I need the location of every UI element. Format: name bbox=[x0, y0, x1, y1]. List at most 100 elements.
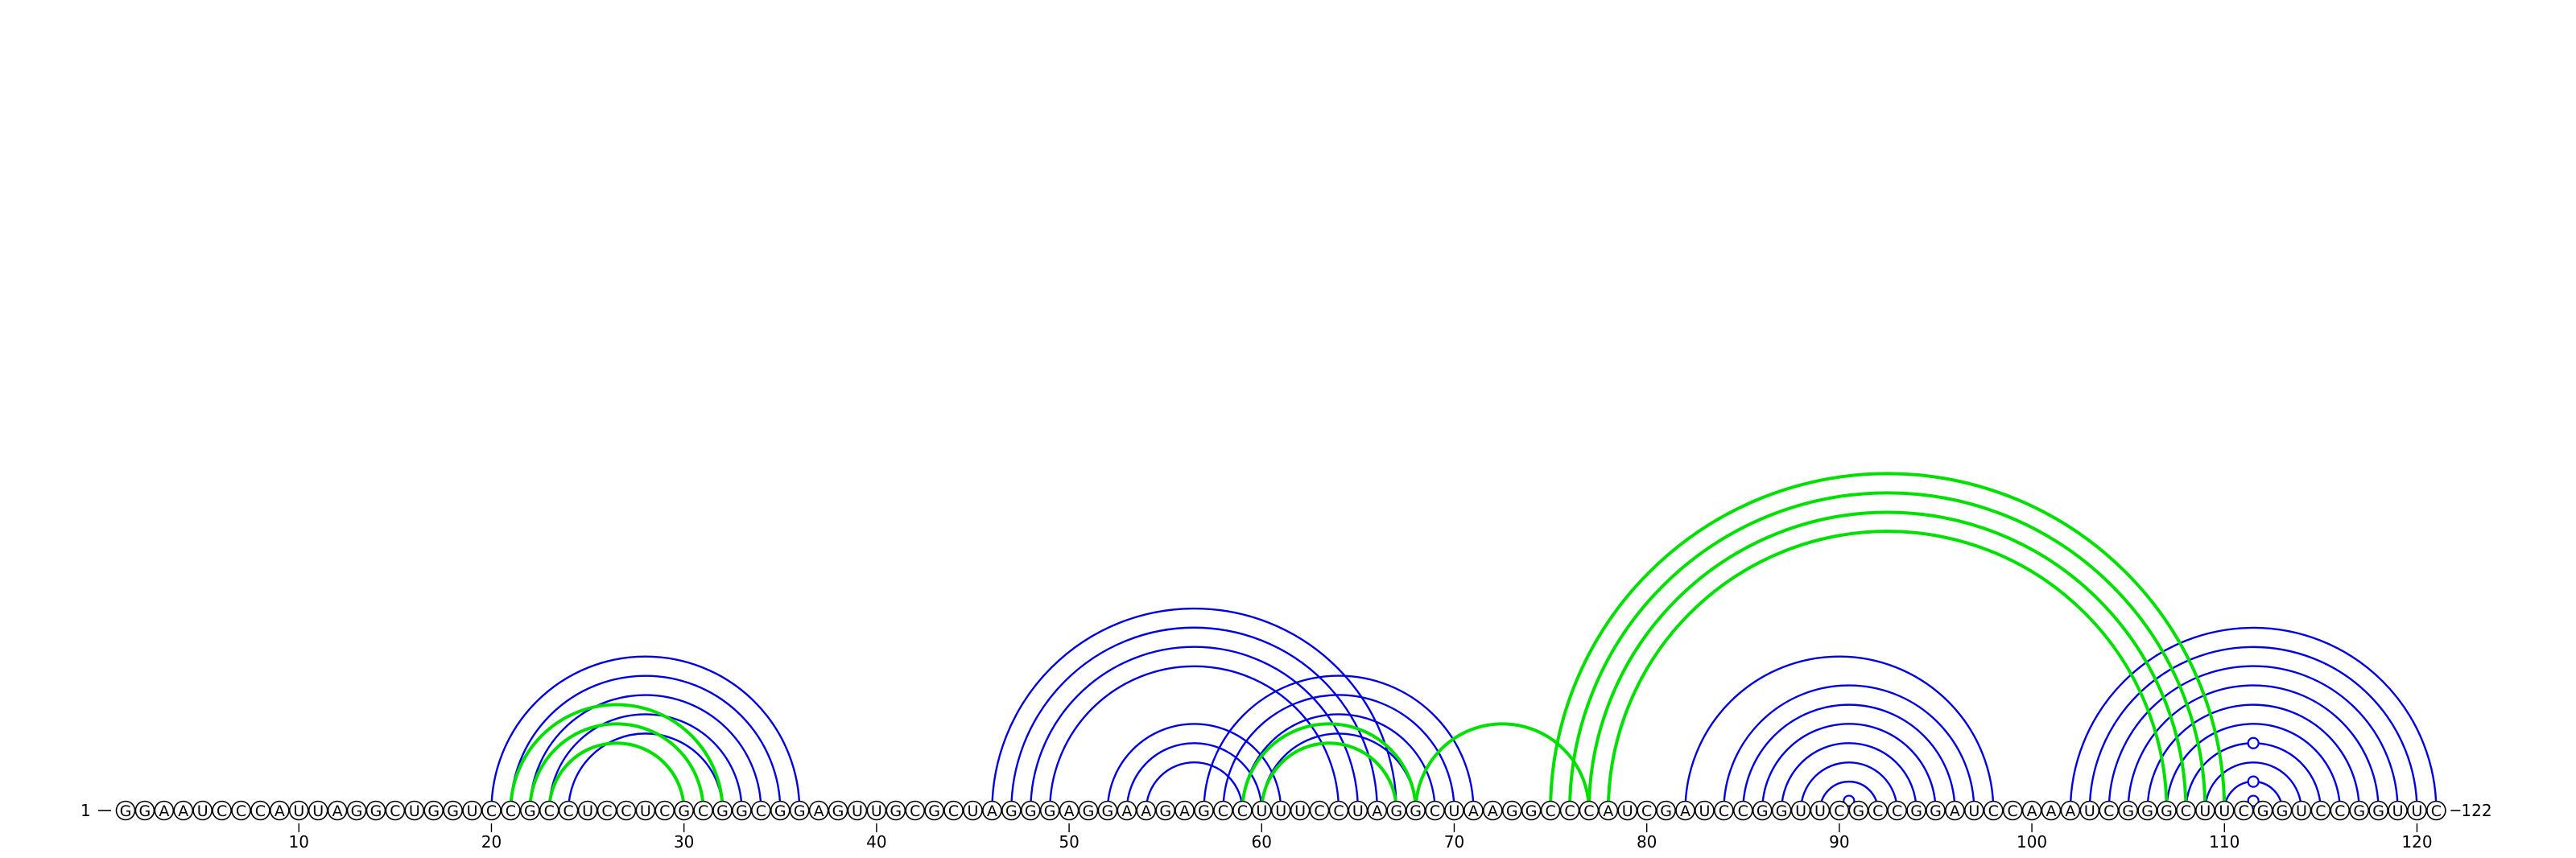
nucleotide-circle bbox=[886, 800, 906, 821]
nucleotide: G bbox=[2118, 800, 2138, 821]
nucleotide-letter: C bbox=[1333, 802, 1344, 820]
nucleotide: A bbox=[2060, 800, 2081, 821]
nucleotide-circle bbox=[751, 800, 771, 821]
nucleotide-circle bbox=[1078, 800, 1099, 821]
nucleotide-letter: C bbox=[948, 802, 959, 820]
nucleotide-circle bbox=[1117, 800, 1137, 821]
nucleotide: U bbox=[866, 800, 887, 821]
nucleotide: G bbox=[1926, 800, 1946, 821]
nucleotide: A bbox=[1463, 800, 1484, 821]
nucleotide-letter: G bbox=[1660, 802, 1672, 820]
nucleotide: A bbox=[2041, 800, 2062, 821]
nucleotide-letter: U bbox=[1352, 802, 1364, 820]
tick-label: 60 bbox=[1252, 832, 1272, 852]
nucleotide-letter: G bbox=[351, 802, 363, 820]
nucleotide-letter: G bbox=[1005, 802, 1018, 820]
nucleotide-circle bbox=[1136, 800, 1157, 821]
nucleotide-circle bbox=[1790, 800, 1811, 821]
nucleotide-letter: C bbox=[390, 802, 400, 820]
nucleotide-circle bbox=[770, 800, 791, 821]
nucleotide-letter: C bbox=[564, 802, 574, 820]
sequence-start-label: 1 bbox=[80, 801, 91, 820]
nucleotide-circle bbox=[1579, 800, 1600, 821]
nucleotide: G bbox=[365, 800, 386, 821]
nucleotide-letter: U bbox=[467, 802, 478, 820]
nucleotide-circle bbox=[2137, 800, 2157, 821]
nucleotide: G bbox=[732, 800, 752, 821]
primary-arc bbox=[1203, 674, 1475, 811]
nucleotide-circle bbox=[231, 800, 251, 821]
nucleotide-letter: G bbox=[447, 802, 459, 820]
nucleotide-circle bbox=[1810, 800, 1831, 821]
nucleotide-letter: C bbox=[1545, 802, 1555, 820]
nucleotide-circle bbox=[1328, 800, 1349, 821]
nucleotide-circle bbox=[1194, 800, 1214, 821]
nucleotide: G bbox=[1521, 800, 1542, 821]
nucleotide-letter: C bbox=[1218, 802, 1228, 820]
nucleotide: C bbox=[231, 800, 251, 821]
nucleotide: A bbox=[2021, 800, 2042, 821]
nucleotide: U bbox=[2291, 800, 2312, 821]
nucleotide: C bbox=[250, 800, 270, 821]
nucleotide-letter: C bbox=[1564, 802, 1575, 820]
nucleotide: G bbox=[1039, 800, 1060, 821]
nucleotide-letter: U bbox=[871, 802, 882, 820]
nucleotide-letter: A bbox=[1121, 802, 1132, 820]
nucleotide-circle bbox=[732, 800, 752, 821]
nucleotide: C bbox=[481, 800, 502, 821]
nucleotide-circle bbox=[1926, 800, 1946, 821]
nucleotide-circle bbox=[1270, 800, 1291, 821]
nucleotide-letter: G bbox=[1083, 802, 1095, 820]
nucleotide-circle bbox=[789, 800, 810, 821]
nucleotide-circle bbox=[308, 800, 328, 821]
primary-arc bbox=[1761, 723, 1937, 811]
nucleotide-letter: G bbox=[1852, 802, 1864, 820]
nucleotide: C bbox=[616, 800, 637, 821]
nucleotide: U bbox=[577, 800, 598, 821]
nucleotide-circle bbox=[1829, 800, 1850, 821]
nucleotide-circle bbox=[327, 800, 348, 821]
nucleotide: G bbox=[886, 800, 906, 821]
nucleotide: A bbox=[1675, 800, 1695, 821]
nucleotide: C bbox=[1732, 800, 1753, 821]
nucleotide: C bbox=[654, 800, 675, 821]
nucleotide-circle bbox=[905, 800, 926, 821]
nucleotide: G bbox=[1001, 800, 1022, 821]
nucleotide-letter: G bbox=[736, 802, 748, 820]
nucleotide-letter: G bbox=[1930, 802, 1942, 820]
nucleotide-circle bbox=[1232, 800, 1253, 821]
nucleotide-letter: G bbox=[2161, 802, 2173, 820]
nucleotide-letter: A bbox=[1680, 802, 1690, 820]
nucleotide-circle bbox=[270, 800, 290, 821]
nucleotide: A bbox=[808, 800, 829, 821]
nucleotide: G bbox=[1501, 800, 1522, 821]
nucleotide-letter: U bbox=[2392, 802, 2404, 820]
nucleotide-letter: G bbox=[1025, 802, 1037, 820]
nucleotide-circle bbox=[1559, 800, 1580, 821]
alternative-arc bbox=[1414, 722, 1591, 811]
nucleotide-letter: G bbox=[1159, 802, 1171, 820]
tick-label: 40 bbox=[866, 832, 886, 852]
nucleotide-letter: U bbox=[1795, 802, 1806, 820]
nucleotide-letter: A bbox=[987, 802, 997, 820]
primary-arc bbox=[2069, 626, 2438, 811]
nucleotide-letter: C bbox=[1719, 802, 1729, 820]
nucleotide-letter: G bbox=[370, 802, 382, 820]
nucleotide: C bbox=[1637, 800, 1657, 821]
nucleotide: C bbox=[597, 800, 617, 821]
nucleotide-letter: G bbox=[1910, 802, 1922, 820]
nucleotide-letter: A bbox=[1064, 802, 1075, 820]
nucleotide-letter: U bbox=[968, 802, 979, 820]
primary-arc bbox=[2204, 761, 2303, 811]
nucleotide-letter: G bbox=[2372, 802, 2384, 820]
nucleotide-letter: C bbox=[217, 802, 227, 820]
alternative-arc bbox=[1606, 530, 2169, 811]
nucleotide-circle bbox=[462, 800, 482, 821]
nucleotide: A bbox=[327, 800, 348, 821]
nucleotide-letter: G bbox=[1044, 802, 1056, 820]
nucleotide-circle bbox=[173, 800, 194, 821]
nucleotide: C bbox=[1425, 800, 1445, 821]
nucleotide-letter: A bbox=[159, 802, 169, 820]
nucleotide-circle bbox=[1367, 800, 1388, 821]
nucleotide-circle bbox=[385, 800, 406, 821]
